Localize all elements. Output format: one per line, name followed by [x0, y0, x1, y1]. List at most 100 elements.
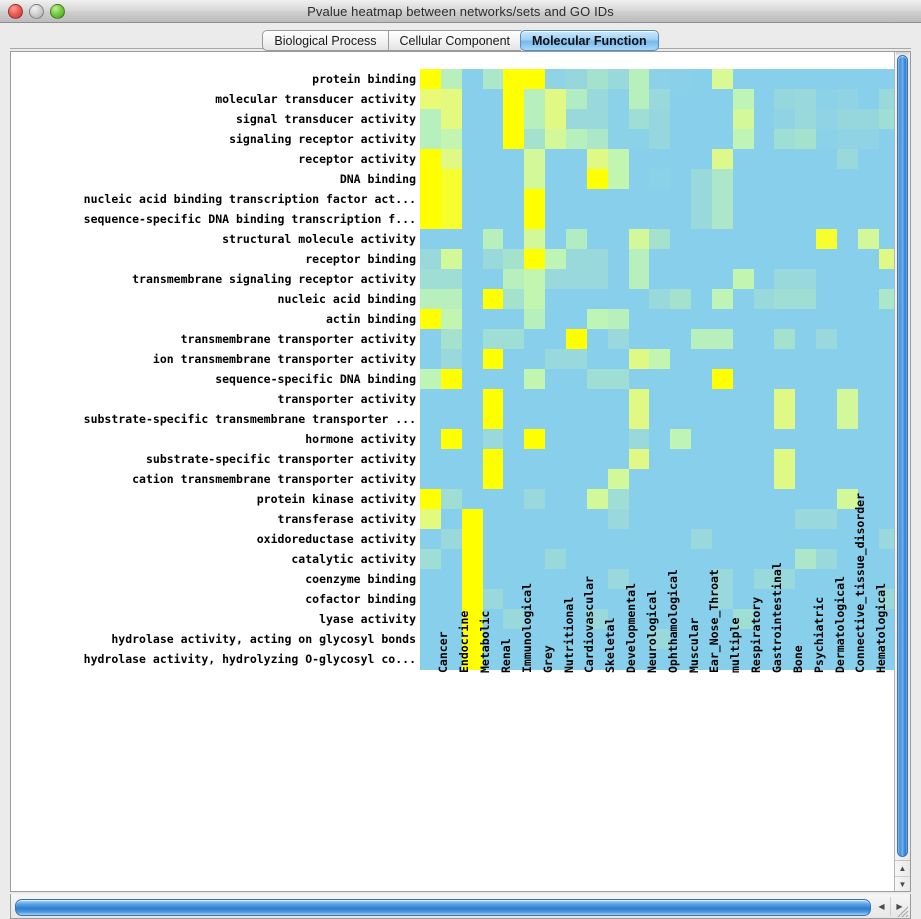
heatmap-cell[interactable]: [878, 129, 894, 150]
heatmap-cell[interactable]: [440, 249, 463, 270]
heatmap-cell[interactable]: [607, 369, 630, 390]
heatmap-cell[interactable]: [482, 549, 504, 570]
heatmap-cell[interactable]: [503, 629, 525, 650]
heatmap-cell[interactable]: [878, 189, 894, 210]
heatmap-cell[interactable]: [524, 129, 546, 150]
heatmap-cell[interactable]: [545, 169, 567, 190]
heatmap-cell[interactable]: [795, 429, 817, 450]
heatmap-cell[interactable]: [607, 509, 630, 530]
heatmap-cell[interactable]: [586, 649, 609, 670]
heatmap-cell[interactable]: [420, 209, 442, 230]
heatmap-cell[interactable]: [711, 169, 734, 190]
heatmap-cell[interactable]: [545, 469, 567, 490]
heatmap-cell[interactable]: [837, 489, 859, 510]
heatmap-cell[interactable]: [837, 129, 859, 150]
heatmap-cell[interactable]: [816, 229, 838, 250]
close-button[interactable]: [8, 4, 23, 19]
heatmap-cell[interactable]: [628, 129, 650, 150]
heatmap-cell[interactable]: [586, 329, 609, 350]
heatmap-cell[interactable]: [878, 609, 894, 630]
heatmap-cell[interactable]: [649, 549, 671, 570]
heatmap-cell[interactable]: [795, 569, 817, 590]
heatmap-cell[interactable]: [691, 549, 713, 570]
heatmap-cell[interactable]: [503, 649, 525, 670]
heatmap-cell[interactable]: [816, 409, 838, 430]
heatmap-cell[interactable]: [524, 189, 546, 210]
heatmap-cell[interactable]: [607, 449, 630, 470]
heatmap-cell[interactable]: [628, 469, 650, 490]
heatmap-cell[interactable]: [670, 349, 692, 370]
heatmap-cell[interactable]: [440, 409, 463, 430]
heatmap-cell[interactable]: [420, 149, 442, 170]
heatmap-cell[interactable]: [837, 629, 859, 650]
heatmap-cell[interactable]: [816, 269, 838, 290]
heatmap-cell[interactable]: [649, 529, 671, 550]
heatmap-cell[interactable]: [545, 329, 567, 350]
heatmap-cell[interactable]: [503, 109, 525, 130]
heatmap-cell[interactable]: [753, 69, 776, 90]
heatmap-cell[interactable]: [837, 649, 859, 670]
heatmap-cell[interactable]: [795, 249, 817, 270]
heatmap-cell[interactable]: [545, 189, 567, 210]
heatmap-cell[interactable]: [586, 369, 609, 390]
horizontal-scroll-track[interactable]: [15, 897, 871, 916]
heatmap-cell[interactable]: [524, 429, 546, 450]
heatmap-cell[interactable]: [753, 629, 776, 650]
heatmap-cell[interactable]: [795, 449, 817, 470]
heatmap-cell[interactable]: [649, 249, 671, 270]
heatmap-cell[interactable]: [649, 509, 671, 530]
heatmap-cell[interactable]: [649, 589, 671, 610]
heatmap-cell[interactable]: [816, 109, 838, 130]
heatmap-cell[interactable]: [420, 369, 442, 390]
heatmap-cell[interactable]: [461, 209, 484, 230]
heatmap-cell[interactable]: [711, 229, 734, 250]
heatmap-cell[interactable]: [440, 629, 463, 650]
heatmap-cell[interactable]: [878, 489, 894, 510]
heatmap-cell[interactable]: [753, 609, 776, 630]
heatmap-cell[interactable]: [607, 249, 630, 270]
heatmap-cell[interactable]: [837, 69, 859, 90]
heatmap-cell[interactable]: [586, 389, 609, 410]
heatmap-cell[interactable]: [753, 109, 776, 130]
heatmap-cell[interactable]: [420, 629, 442, 650]
heatmap-cell[interactable]: [628, 269, 650, 290]
heatmap-cell[interactable]: [503, 369, 525, 390]
heatmap-cell[interactable]: [586, 89, 609, 110]
heatmap-cell[interactable]: [461, 589, 484, 610]
heatmap-cell[interactable]: [670, 209, 692, 230]
heatmap-cell[interactable]: [878, 509, 894, 530]
heatmap-cell[interactable]: [857, 229, 880, 250]
heatmap-cell[interactable]: [732, 409, 755, 430]
heatmap-cell[interactable]: [691, 589, 713, 610]
heatmap-cell[interactable]: [503, 469, 525, 490]
heatmap-cell[interactable]: [607, 269, 630, 290]
heatmap-cell[interactable]: [857, 149, 880, 170]
heatmap-cell[interactable]: [857, 549, 880, 570]
scroll-down-icon[interactable]: ▼: [895, 876, 910, 892]
heatmap-cell[interactable]: [774, 89, 796, 110]
heatmap-cell[interactable]: [774, 409, 796, 430]
heatmap-cell[interactable]: [503, 389, 525, 410]
heatmap-cell[interactable]: [545, 69, 567, 90]
heatmap-cell[interactable]: [503, 329, 525, 350]
heatmap-cell[interactable]: [607, 169, 630, 190]
heatmap-cell[interactable]: [503, 429, 525, 450]
heatmap-cell[interactable]: [711, 549, 734, 570]
heatmap-cell[interactable]: [816, 429, 838, 450]
heatmap-cell[interactable]: [461, 469, 484, 490]
heatmap-cell[interactable]: [545, 129, 567, 150]
heatmap-cell[interactable]: [816, 549, 838, 570]
heatmap-cell[interactable]: [816, 629, 838, 650]
heatmap-cell[interactable]: [837, 389, 859, 410]
heatmap-cell[interactable]: [482, 569, 504, 590]
heatmap-cell[interactable]: [503, 569, 525, 590]
heatmap-cell[interactable]: [837, 289, 859, 310]
heatmap-cell[interactable]: [565, 569, 588, 590]
heatmap-cell[interactable]: [670, 329, 692, 350]
heatmap-cell[interactable]: [482, 429, 504, 450]
heatmap-cell[interactable]: [545, 449, 567, 470]
heatmap-cell[interactable]: [565, 409, 588, 430]
heatmap-cell[interactable]: [440, 329, 463, 350]
heatmap-cell[interactable]: [816, 309, 838, 330]
heatmap-cell[interactable]: [753, 569, 776, 590]
